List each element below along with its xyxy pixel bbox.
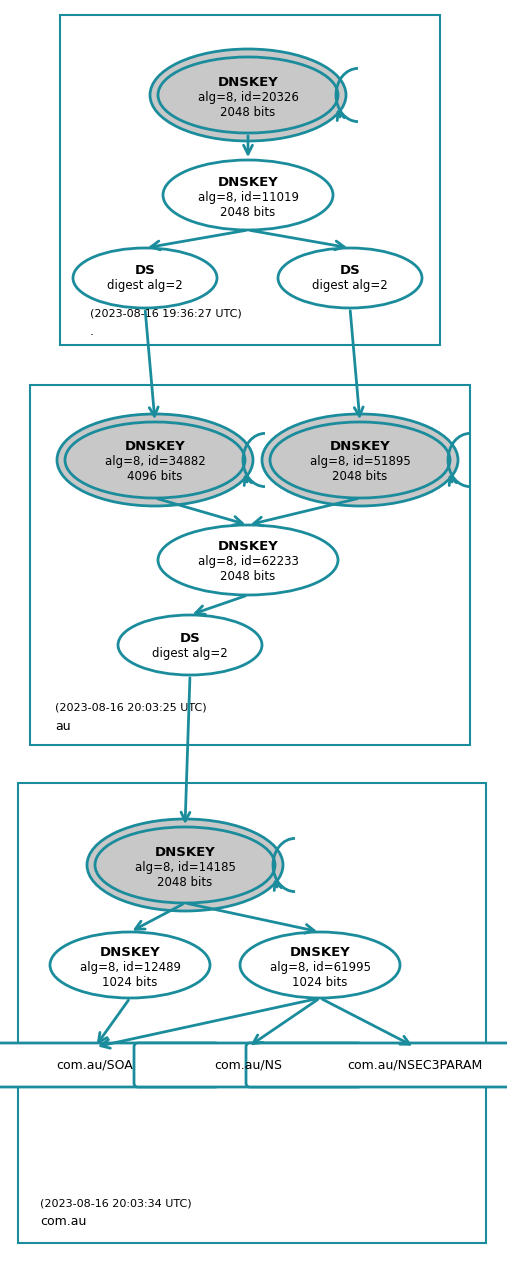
Text: 1024 bits: 1024 bits [293,975,348,988]
Text: DNSKEY: DNSKEY [125,441,186,454]
Ellipse shape [57,414,253,506]
Text: DS: DS [179,631,200,644]
FancyBboxPatch shape [134,1043,362,1088]
Text: com.au: com.au [40,1215,86,1228]
FancyBboxPatch shape [246,1043,507,1088]
Text: digest alg=2: digest alg=2 [107,280,183,293]
Text: com.au/NSEC3PARAM: com.au/NSEC3PARAM [347,1058,483,1071]
Text: DNSKEY: DNSKEY [289,946,350,958]
Bar [30,385,470,745]
Ellipse shape [95,827,275,904]
Text: 2048 bits: 2048 bits [157,875,212,888]
Ellipse shape [73,248,217,308]
Text: (2023-08-16 20:03:34 UTC): (2023-08-16 20:03:34 UTC) [40,1197,192,1208]
Text: alg=8, id=51895: alg=8, id=51895 [310,455,410,469]
Text: com.au/NS: com.au/NS [214,1058,282,1071]
Text: digest alg=2: digest alg=2 [152,647,228,659]
Text: 2048 bits: 2048 bits [221,570,276,584]
Text: alg=8, id=12489: alg=8, id=12489 [80,961,180,974]
Text: DNSKEY: DNSKEY [218,541,278,553]
Text: alg=8, id=61995: alg=8, id=61995 [270,961,371,974]
Bar [60,15,440,345]
Text: DS: DS [340,265,360,277]
Ellipse shape [50,932,210,998]
Text: alg=8, id=14185: alg=8, id=14185 [134,860,235,873]
Text: 4096 bits: 4096 bits [127,470,183,483]
Text: alg=8, id=11019: alg=8, id=11019 [198,190,299,203]
Ellipse shape [65,422,245,498]
Text: .: . [90,325,94,337]
Ellipse shape [150,49,346,141]
Ellipse shape [158,525,338,596]
Text: DNSKEY: DNSKEY [99,946,160,958]
Text: 2048 bits: 2048 bits [221,206,276,219]
Ellipse shape [240,932,400,998]
Ellipse shape [87,819,283,911]
Text: DNSKEY: DNSKEY [155,846,215,859]
Ellipse shape [158,58,338,133]
Text: 2048 bits: 2048 bits [333,470,388,483]
Text: DNSKEY: DNSKEY [218,175,278,188]
Ellipse shape [163,160,333,230]
Text: au: au [55,720,70,734]
Ellipse shape [118,615,262,675]
Text: 1024 bits: 1024 bits [102,975,158,988]
Ellipse shape [270,422,450,498]
Text: DS: DS [135,265,155,277]
Text: (2023-08-16 19:36:27 UTC): (2023-08-16 19:36:27 UTC) [90,308,242,318]
Text: DNSKEY: DNSKEY [330,441,390,454]
Text: alg=8, id=20326: alg=8, id=20326 [198,91,299,104]
Bar [18,783,486,1243]
Text: 2048 bits: 2048 bits [221,106,276,119]
Ellipse shape [262,414,458,506]
Ellipse shape [278,248,422,308]
Text: alg=8, id=62233: alg=8, id=62233 [198,556,299,569]
Text: alg=8, id=34882: alg=8, id=34882 [104,455,205,469]
Text: digest alg=2: digest alg=2 [312,280,388,293]
Text: (2023-08-16 20:03:25 UTC): (2023-08-16 20:03:25 UTC) [55,703,207,713]
Text: com.au/SOA: com.au/SOA [57,1058,133,1071]
FancyBboxPatch shape [0,1043,219,1088]
Text: DNSKEY: DNSKEY [218,75,278,88]
